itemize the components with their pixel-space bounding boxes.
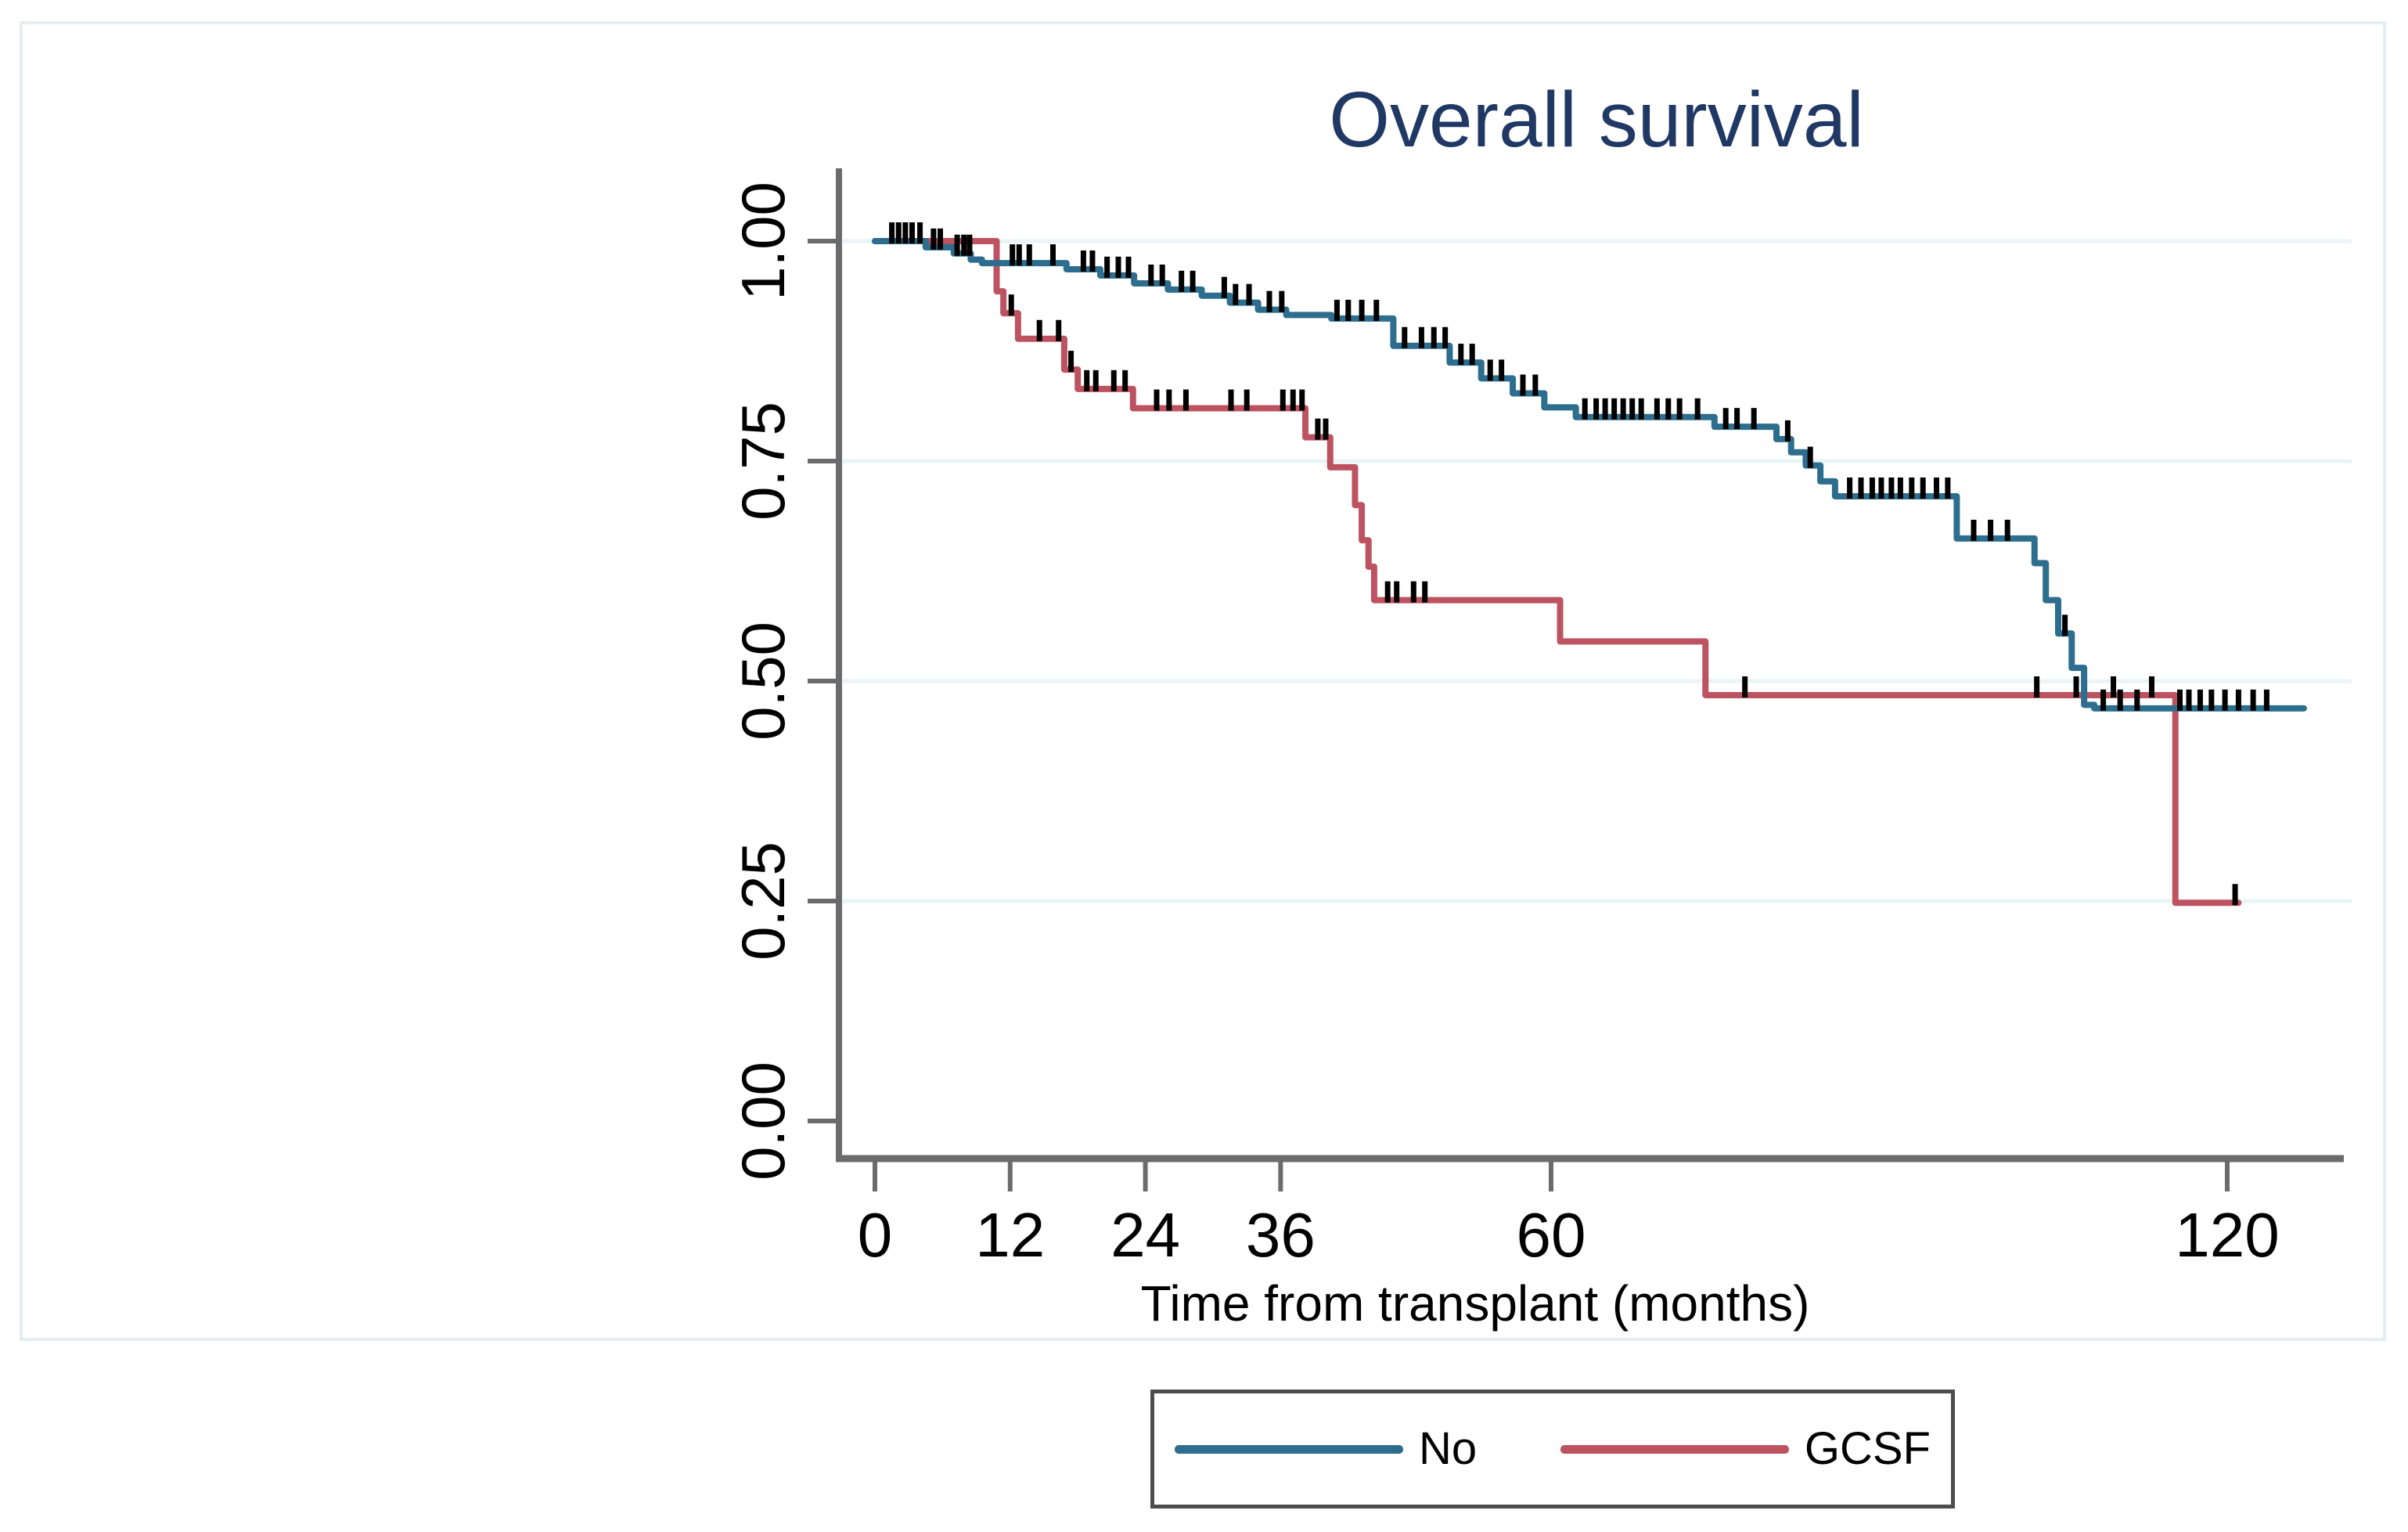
x-tick-label-60: 60: [1516, 1200, 1586, 1270]
y-tick-label-0.00: 0.00: [729, 1062, 797, 1181]
x-axis-title: Time from transplant (months): [1140, 1275, 1810, 1332]
survival-curve-gcsf: [872, 238, 2242, 907]
legend-item-gcsf: GCSF: [1560, 1426, 1931, 1472]
y-tick-label-0.75: 0.75: [729, 402, 797, 521]
survival-curve-no: [872, 238, 2307, 712]
y-tick-label-1.00: 1.00: [729, 182, 797, 301]
legend: No GCSF: [1150, 1390, 1955, 1509]
x-tick-label-36: 36: [1245, 1200, 1316, 1270]
x-tick-label-0: 0: [857, 1200, 893, 1270]
legend-label-gcsf: GCSF: [1804, 1423, 1931, 1474]
legend-label-no: No: [1419, 1423, 1478, 1474]
plot-region-frame: [20, 21, 2386, 1341]
legend-line-swatch-gcsf: [1560, 1444, 1789, 1454]
x-tick-label-24: 24: [1110, 1200, 1181, 1270]
x-tick-label-12: 12: [975, 1200, 1046, 1270]
y-tick-label-0.50: 0.50: [729, 622, 797, 741]
legend-item-no: No: [1175, 1426, 1477, 1472]
chart-title: Overall survival: [1329, 76, 1864, 164]
y-tick-label-0.25: 0.25: [729, 842, 797, 961]
legend-line-swatch-no: [1175, 1444, 1403, 1454]
x-tick-label-120: 120: [2175, 1200, 2280, 1270]
